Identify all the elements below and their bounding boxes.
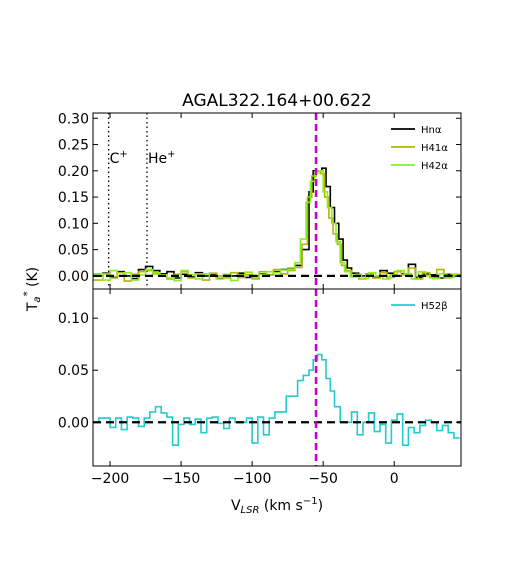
- y-tick-label-top-6: 0.30: [58, 111, 89, 127]
- reference-label-1: He+: [148, 149, 176, 167]
- x-tick-label-3: −50: [308, 471, 338, 487]
- y-tick-label-top-2: 0.10: [58, 216, 89, 232]
- series-line-top-0: [93, 167, 461, 280]
- y-tick-label-bottom-0: 0.00: [58, 415, 89, 431]
- x-axis-label: VLSR (km s−1): [231, 496, 323, 516]
- legend-label-top-0: Hnα: [421, 125, 442, 136]
- x-tick-label-2: −100: [233, 471, 271, 487]
- reference-label-0: C+: [110, 149, 128, 167]
- legend-label-bottom-0: H52β: [421, 301, 448, 312]
- y-tick-label-top-5: 0.25: [58, 138, 89, 154]
- plot-area-bottom: [93, 289, 461, 466]
- y-tick-label-top-0: 0.00: [58, 269, 89, 285]
- plot-frame-bottom: [92, 288, 462, 467]
- x-tick-label-1: −150: [162, 471, 200, 487]
- chart-title: AGAL322.164+00.622: [182, 91, 372, 111]
- panel-bottom: 0.00 0.05 0.10 H52β: [58, 288, 462, 467]
- y-tick-label-bottom-1: 0.05: [58, 363, 89, 379]
- panel-top: C+ He+ 0.00 0.05 0.10 0.15 0.20 0.25 0.30 Hnα H41α…: [58, 111, 462, 290]
- y-tick-label-top-1: 0.05: [58, 243, 89, 259]
- x-tick-label-4: 0: [390, 471, 399, 487]
- series-line-top-2: [93, 170, 461, 282]
- y-axis-label: Ta* (K): [22, 267, 43, 312]
- y-tick-label-top-4: 0.20: [58, 164, 89, 180]
- plot-area-top: [93, 113, 461, 289]
- plot-frame-top: [92, 112, 462, 290]
- y-tick-label-bottom-2: 0.10: [58, 311, 89, 327]
- series-line-bottom-0: [93, 353, 460, 446]
- legend-label-top-1: H41α: [421, 143, 448, 154]
- legend-label-top-2: H42α: [421, 161, 448, 172]
- x-tick-label-0: −200: [91, 471, 129, 487]
- y-tick-label-top-3: 0.15: [58, 190, 89, 206]
